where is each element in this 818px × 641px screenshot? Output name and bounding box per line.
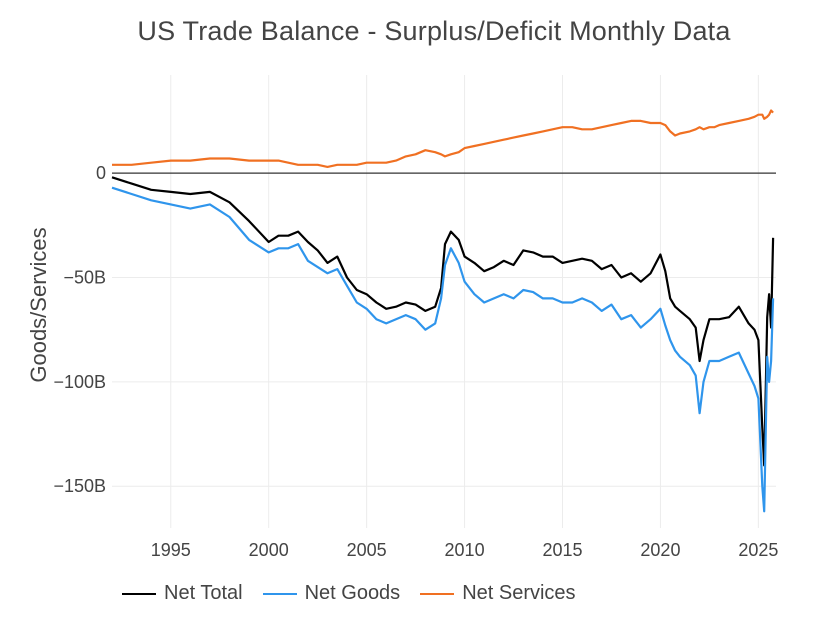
x-tick-label: 2020 <box>640 540 680 560</box>
y-tick-label: −50B <box>63 267 106 287</box>
x-tick-label: 1995 <box>151 540 191 560</box>
x-tick-label: 2005 <box>347 540 387 560</box>
y-tick-label: 0 <box>96 163 106 183</box>
legend-swatch <box>420 592 455 595</box>
legend-label: Net Goods <box>304 582 401 604</box>
series-line-net-total <box>111 176 775 467</box>
legend-item-net-services[interactable]: Net Services <box>420 582 576 605</box>
x-tick-labels: 1995 2000 2005 2010 2015 2020 2025 <box>151 540 779 560</box>
legend-swatch <box>262 592 297 595</box>
legend-label: Net Total <box>164 582 243 604</box>
x-tick-label: 2010 <box>445 540 485 560</box>
legend: Net Total Net Goods Net Services <box>122 582 596 605</box>
legend-item-net-total[interactable]: Net Total <box>122 582 243 605</box>
x-tick-label: 2015 <box>542 540 582 560</box>
x-tick-label: 2000 <box>249 540 289 560</box>
legend-swatch <box>122 592 156 595</box>
series-line-net-goods <box>111 186 775 513</box>
y-tick-label: −150B <box>53 476 106 496</box>
y-tick-labels: 0 −50B −100B −150B <box>53 163 106 496</box>
y-axis-label: Goods/Services <box>26 227 51 382</box>
legend-label: Net Services <box>462 582 576 604</box>
series-lines <box>111 109 775 513</box>
grid-lines <box>112 75 776 528</box>
y-tick-label: −100B <box>53 372 106 392</box>
legend-item-net-goods[interactable]: Net Goods <box>262 582 401 605</box>
chart-title: US Trade Balance - Surplus/Deficit Month… <box>137 16 731 46</box>
series-line-net-services <box>112 109 774 168</box>
x-tick-label: 2025 <box>738 540 778 560</box>
